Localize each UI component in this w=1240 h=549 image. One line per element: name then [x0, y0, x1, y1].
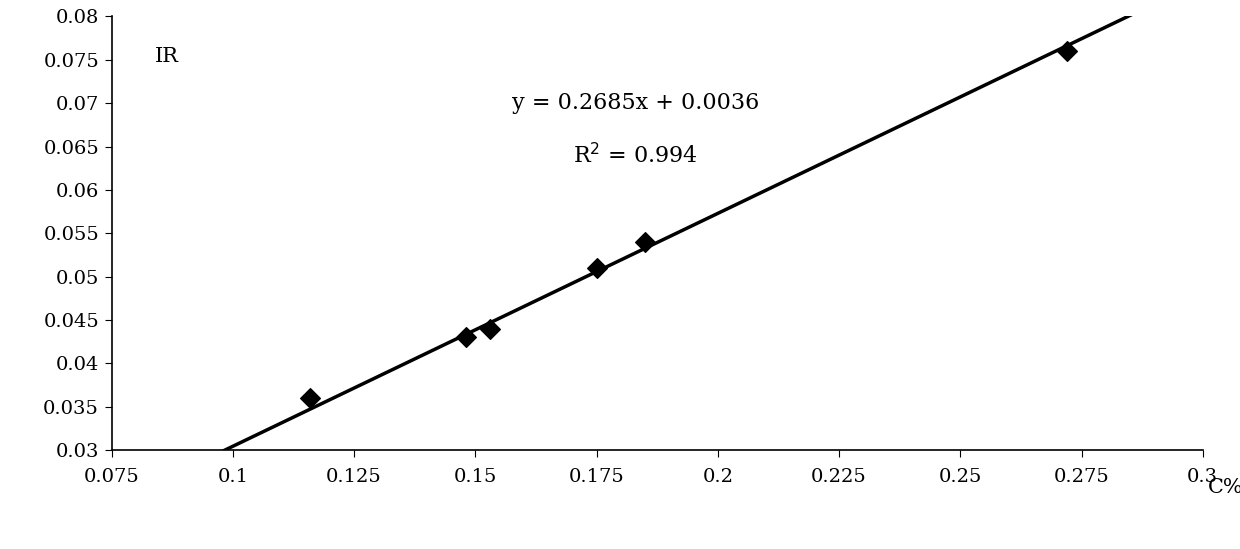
Point — [480, 324, 500, 333]
Point — [587, 264, 606, 272]
Text: R$^2$ = 0.994: R$^2$ = 0.994 — [573, 143, 698, 168]
Point — [1056, 47, 1076, 55]
Text: y = 0.2685x + 0.0036: y = 0.2685x + 0.0036 — [512, 92, 759, 114]
Text: IR: IR — [155, 47, 180, 66]
Point — [635, 238, 655, 247]
Point — [300, 394, 320, 402]
Text: C%: C% — [1208, 478, 1240, 497]
Point — [456, 333, 476, 342]
